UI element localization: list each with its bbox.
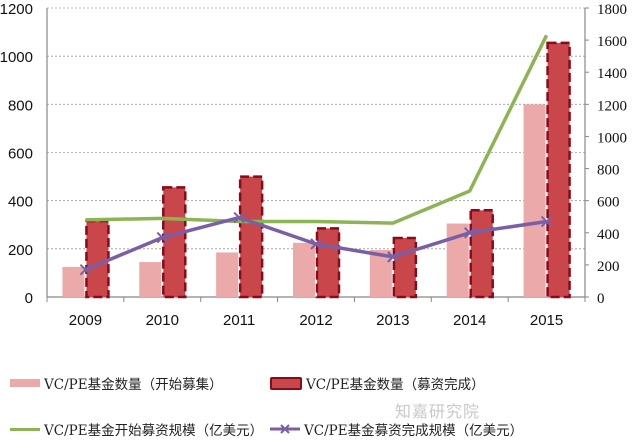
line-start-scale [85, 34, 549, 225]
x-axis-tick: 2011 [223, 312, 255, 329]
x-marker [156, 231, 168, 244]
legend-swatch-pink-bar [10, 379, 40, 387]
x-axis-tick: 2012 [299, 312, 332, 329]
right-axis-tick: 1000 [597, 130, 627, 146]
x-axis-tick: 2009 [69, 312, 102, 329]
x-marker [79, 263, 92, 276]
x-axis-tick: 2014 [453, 312, 486, 329]
x-marker [387, 251, 399, 263]
left-axis-tick: 200 [8, 242, 33, 259]
left-axis-tick: 1000 [0, 49, 33, 66]
legend-swatch-green-line [10, 427, 40, 431]
legend-label: VC/PE基金数量（募资完成） [306, 377, 485, 393]
watermark: 知嘉研究院 [395, 404, 481, 421]
bar-start-count [523, 104, 546, 297]
left-axis-tick: 600 [8, 146, 33, 163]
legend-label: VC/PE基金开始募资规模（亿美元） [44, 423, 264, 439]
right-axis-tick: 400 [597, 227, 620, 243]
legend-item-start-scale: VC/PE基金开始募资规模（亿美元） [10, 419, 263, 439]
x-marker [310, 238, 322, 250]
bar-completed-count [238, 175, 264, 299]
right-axis-tick: 600 [597, 195, 620, 211]
x-axis-tick: 2015 [530, 312, 563, 329]
bar-completed-count [392, 236, 418, 299]
right-axis-tick: 800 [597, 163, 620, 179]
x-marker [540, 215, 553, 228]
x-axis-tick: 2010 [146, 312, 179, 329]
combo-chart: 0 200 400 600 800 1000 1200 0 200 400 600 800 1000 12… [0, 1, 627, 329]
left-axis-tick: 0 [25, 290, 33, 307]
x-marker [464, 227, 476, 239]
bar-completed-count [546, 41, 571, 299]
bar-start-count [139, 262, 162, 297]
legend-item-completed-count: VC/PE基金数量（募资完成） [270, 373, 485, 393]
right-axis-tick: 1600 [597, 34, 627, 50]
left-axis-tick: 800 [8, 97, 33, 114]
x-marker [233, 211, 245, 224]
legend-swatch-purple-x-line [270, 422, 300, 436]
legend-item-start-count: VC/PE基金数量（开始募集） [10, 373, 223, 393]
x-axis-tick: 2013 [376, 312, 409, 329]
right-axis-tick: 1400 [597, 66, 627, 82]
bar-start-count [216, 252, 239, 297]
left-axis-tick: 1200 [0, 1, 33, 18]
bar-start-count [293, 242, 315, 297]
bar-completed-count [469, 209, 494, 299]
bar-start-count [62, 266, 85, 297]
legend-label: VC/PE基金数量（开始募集） [44, 377, 223, 393]
left-axis-tick: 400 [8, 194, 33, 211]
legend-swatch-red-bar [270, 376, 302, 390]
right-axis-tick: 1200 [597, 98, 627, 114]
bar-start-count [369, 250, 392, 297]
bar-start-count [446, 223, 469, 297]
right-axis-tick: 0 [597, 291, 605, 307]
bar-completed-count [162, 186, 187, 299]
right-axis-tick: 200 [597, 259, 620, 275]
right-axis-tick: 1800 [597, 2, 627, 18]
bar-completed-count [85, 219, 110, 299]
legend-label: VC/PE基金募资完成规模（亿美元） [304, 423, 524, 439]
legend-item-completed-scale: VC/PE基金募资完成规模（亿美元） [270, 419, 523, 439]
